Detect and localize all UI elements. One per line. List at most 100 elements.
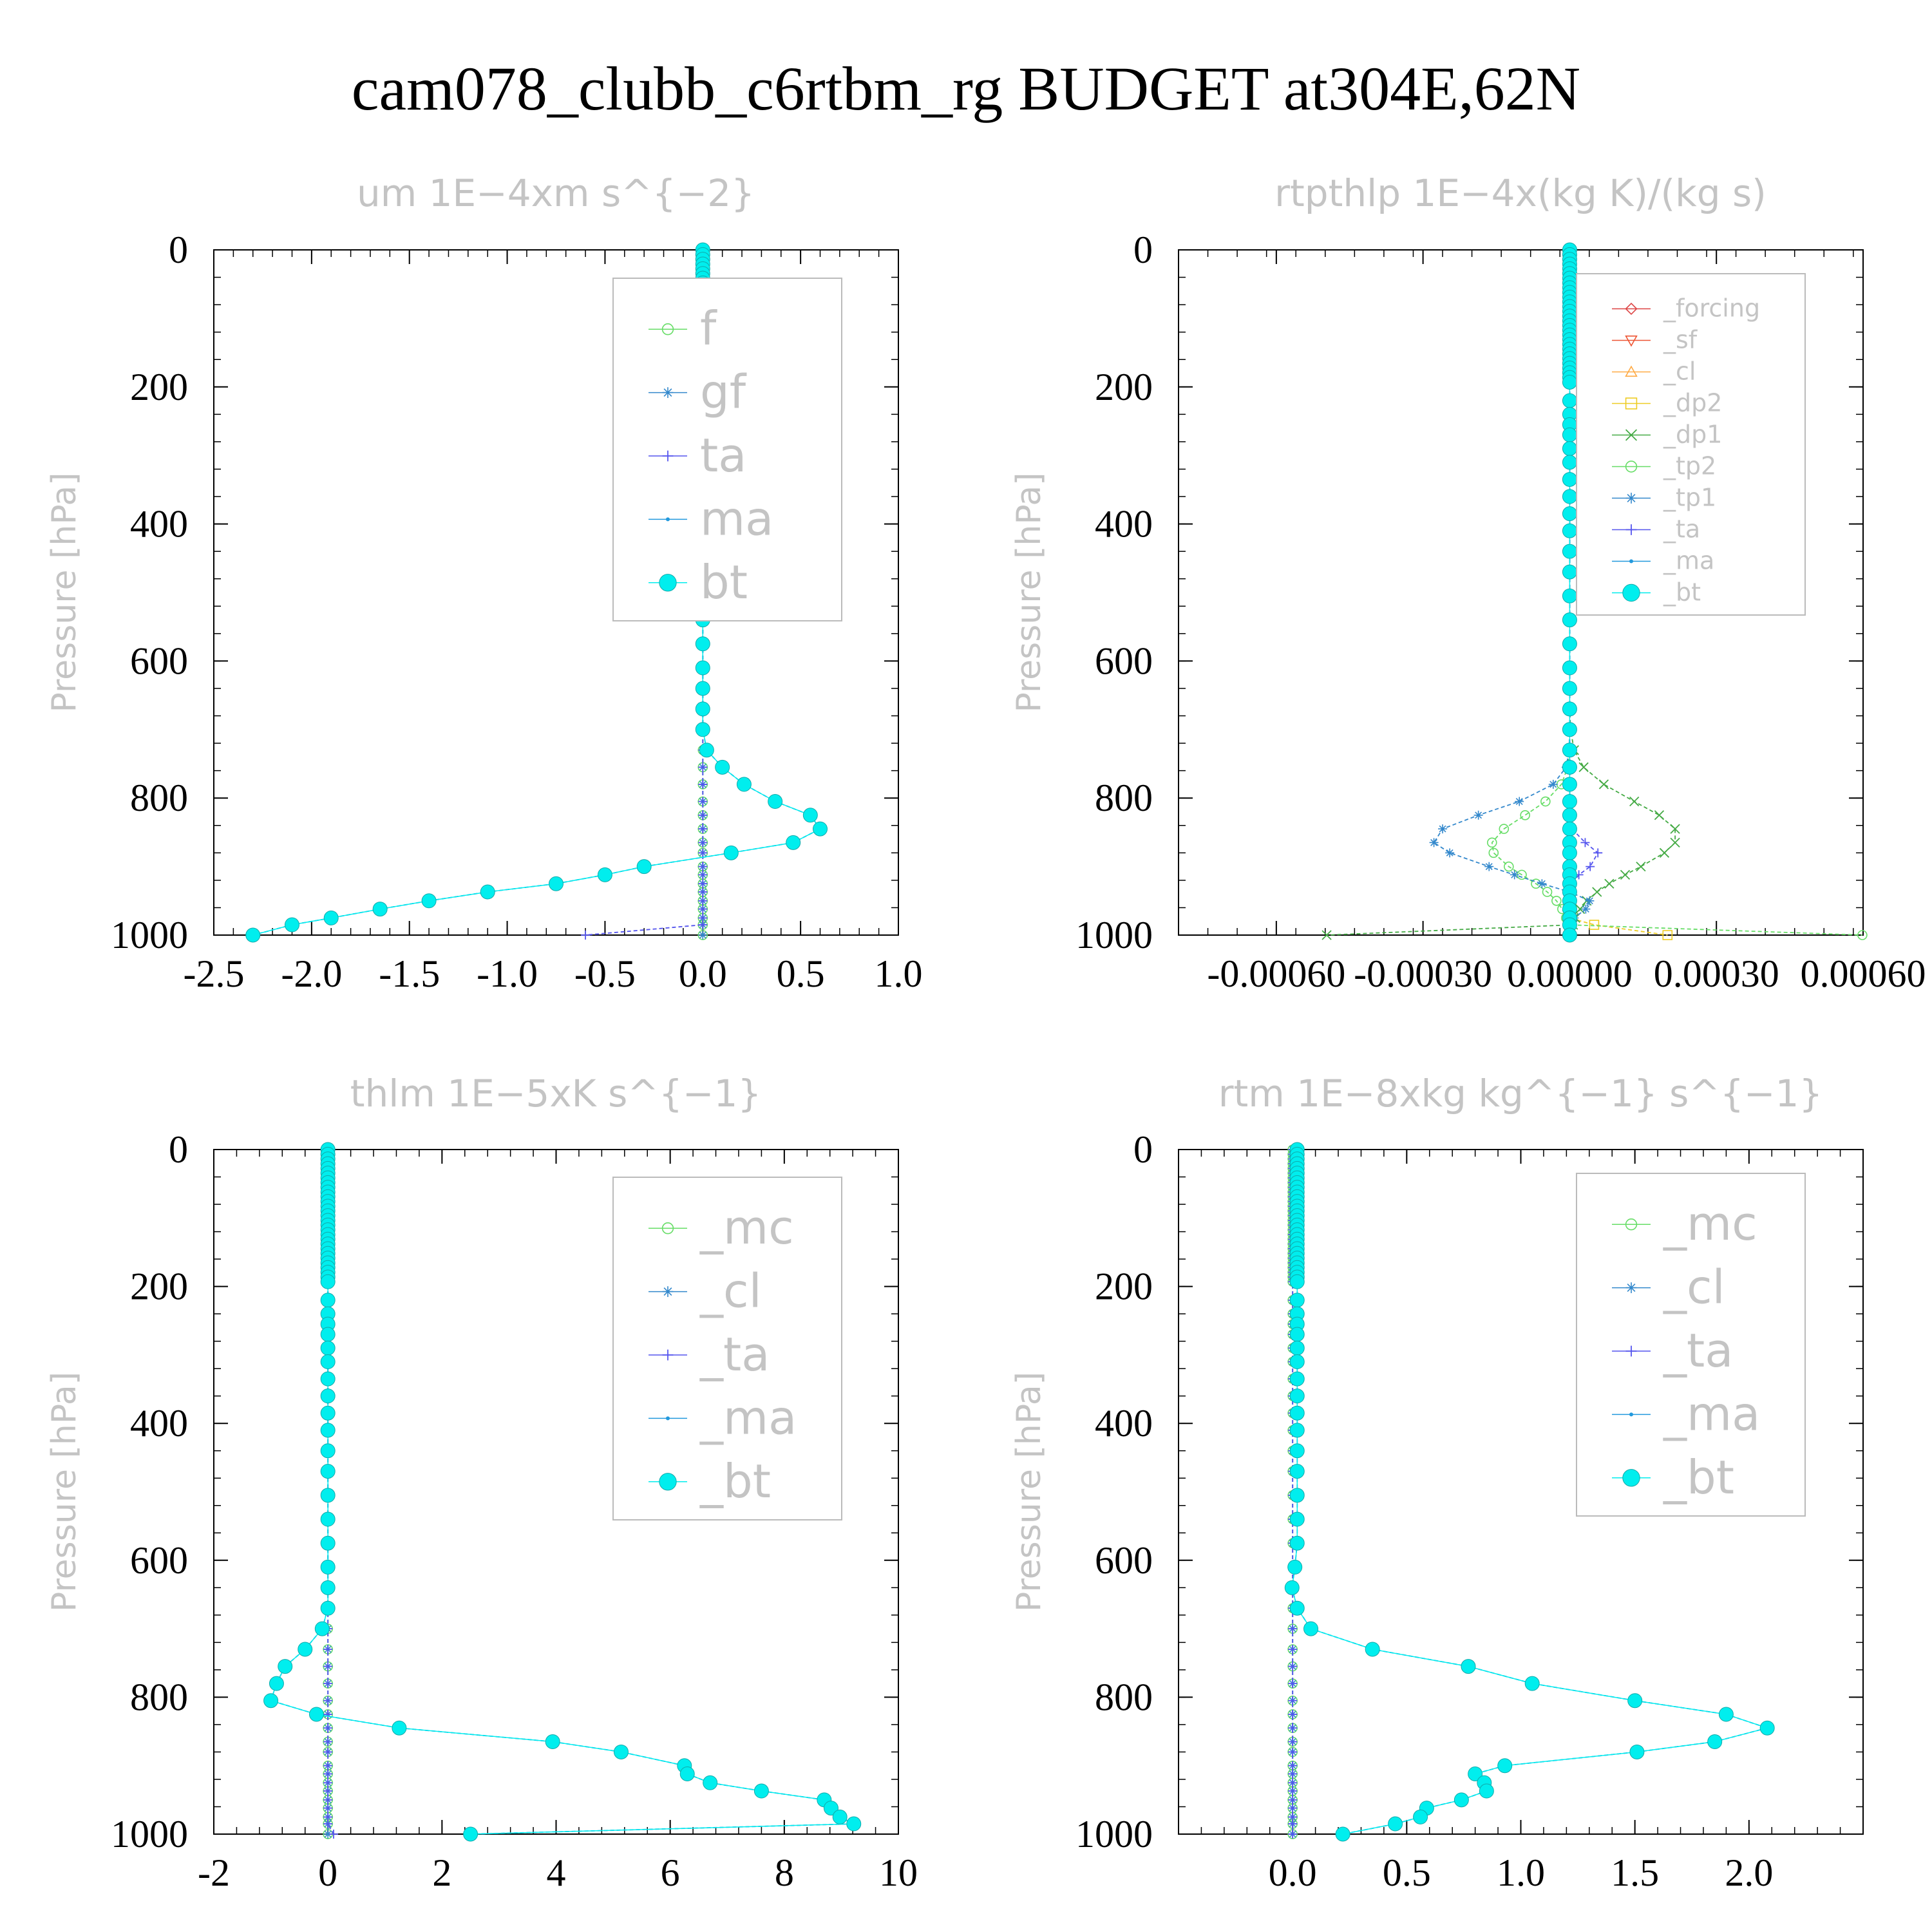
data-point [320,1388,336,1404]
data-point [278,1659,293,1674]
legend-marker [659,574,677,592]
legend-marker [1625,1282,1637,1293]
data-point [703,1775,718,1790]
data-point [308,1707,324,1722]
x-tick-label: -0.00030 [1354,952,1492,995]
data-point [1445,848,1455,858]
y-axis-label: Pressure [hPa] [1010,1372,1048,1612]
legend-label: _dp1 [1663,421,1722,449]
data-point [320,1340,336,1356]
data-point [1289,1354,1305,1370]
data-point [1562,636,1577,652]
y-tick-label: 0 [1133,229,1153,271]
legend-label: _ta [1663,515,1700,544]
x-tick-label: 0.0 [679,952,727,995]
y-tick-label: 200 [130,1265,188,1308]
data-point [698,920,708,930]
data-point [1578,762,1589,772]
data-point [695,636,710,652]
data-point [323,1761,333,1770]
data-point [1593,848,1603,858]
data-point [1388,1816,1403,1832]
legend-box [612,1177,842,1520]
data-point [545,1734,560,1749]
legend-label: ma [700,491,773,545]
data-point [1289,1340,1305,1356]
data-point [269,1676,284,1691]
x-tick-label: -0.5 [574,952,636,995]
data-point [1562,612,1577,628]
data-point [695,722,710,737]
data-point [1454,1792,1469,1808]
data-point [323,1803,333,1813]
data-point [320,1600,336,1616]
data-point [1289,1600,1305,1616]
data-point [1288,1795,1298,1804]
legend-marker [1625,365,1638,377]
data-point [1598,779,1609,790]
data-point [1335,1826,1350,1842]
data-point [1537,879,1547,889]
legend-marker [661,1222,674,1235]
data-point [323,1737,333,1747]
data-point [768,794,783,810]
data-point [1562,660,1577,676]
chart-panel-4: rtm 1E−8xkg kg^{−1} s^{−1} Pressure [hPa]… [1010,1072,1864,1894]
legend-box [1576,1173,1806,1517]
y-tick-label: 400 [1095,1402,1153,1444]
data-point [1562,393,1577,408]
data-point [323,1709,333,1719]
panel-title: um 1E−4xm s^{−2} [357,171,755,215]
data-point [1497,1758,1513,1774]
legend-marker [1625,335,1638,347]
data-point [1551,896,1562,906]
legend-box [1576,273,1806,616]
data-point [1659,848,1670,858]
legend-label: bt [700,555,748,609]
data-point [1473,810,1483,820]
data-point [695,681,710,696]
data-point [1289,1405,1305,1421]
data-point [323,1679,333,1689]
data-point [613,1744,629,1759]
x-tick-label: 0.00000 [1507,952,1633,995]
data-point [698,779,708,789]
data-point [698,870,708,880]
plot-frame [213,249,899,936]
legend-label: _bt [699,1454,771,1508]
data-point [320,1580,336,1595]
legend-label: _cl [1663,357,1696,386]
data-point [1289,1443,1305,1459]
legend-marker [659,1473,677,1491]
series-line [1433,250,1591,936]
data-point [1670,837,1680,848]
data-point [1488,848,1499,858]
data-point [1562,794,1577,810]
data-point [320,1535,336,1551]
data-point [1289,1535,1305,1551]
y-tick-label: 800 [1095,1676,1153,1718]
data-point [1288,1737,1298,1747]
chart-panel-2: rtpthlp 1E−4x(kg K)/(kg s) Pressure [hPa]… [1010,171,1926,995]
data-point [1562,845,1577,860]
data-point [1288,1696,1298,1705]
data-point [1585,896,1595,905]
x-tick-label: 0 [318,1852,337,1894]
chart-panel-3: thlm 1E−5xK s^{−1} Pressure [hPa] 0 200 400 6… [45,1072,918,1894]
data-point [1562,455,1577,470]
series-line [1491,250,1862,936]
data-point [736,777,752,792]
data-point [320,1327,336,1342]
data-point [698,810,708,820]
x-tick-label: 10 [879,1852,918,1894]
data-point [1461,1659,1476,1674]
data-point [1479,1783,1494,1799]
x-tick-label: 2.0 [1725,1852,1773,1894]
data-point [679,1766,695,1781]
x-tick-label: 0.00030 [1654,952,1779,995]
legend-marker [1625,493,1637,504]
x-tick-label: -0.00060 [1207,952,1345,995]
data-point [1288,1769,1298,1779]
data-point [698,887,708,896]
series-bt [1284,1142,1775,1842]
